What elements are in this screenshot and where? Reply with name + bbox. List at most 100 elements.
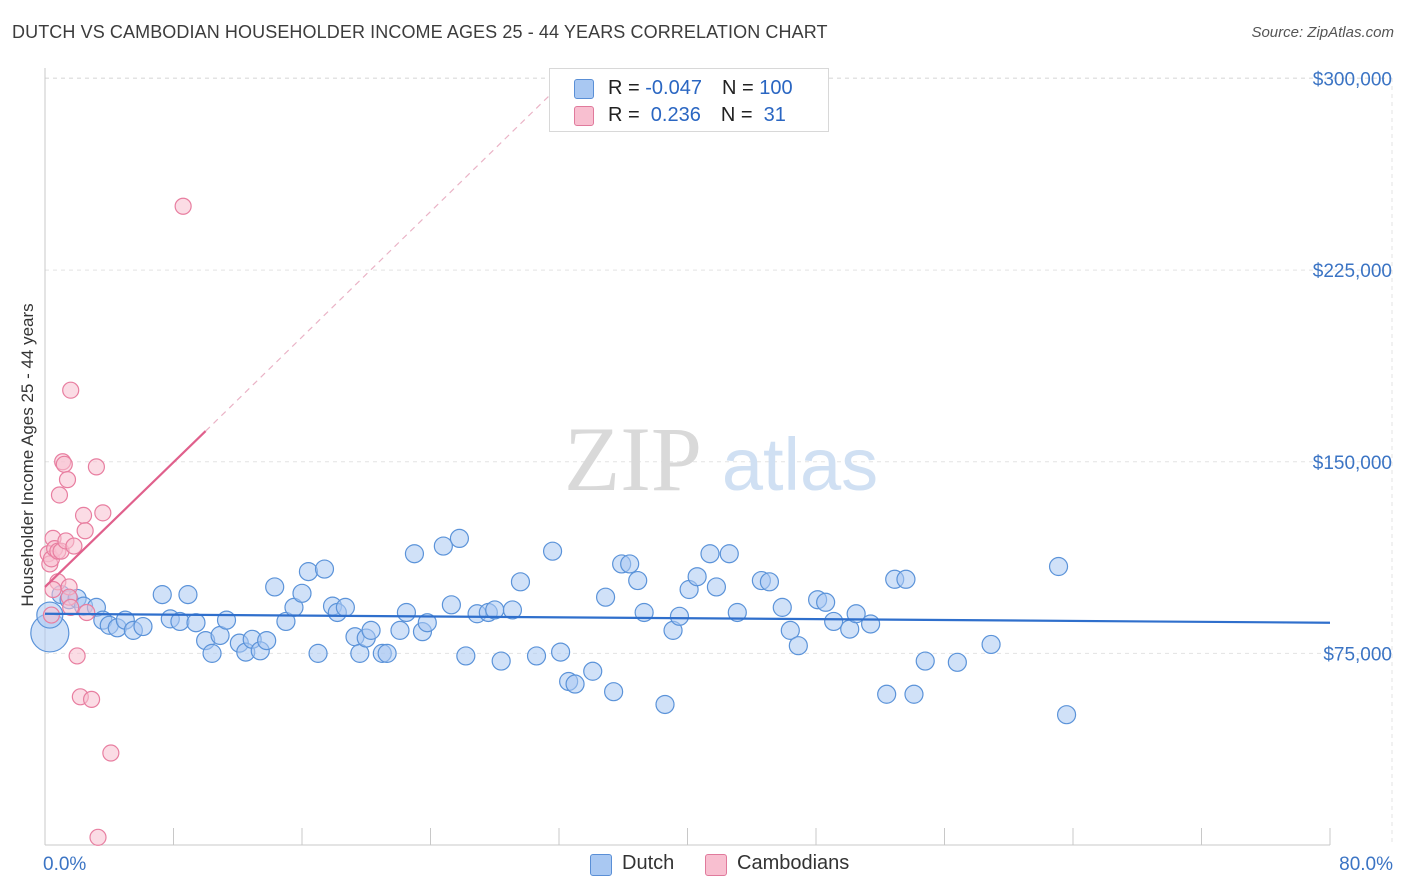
point-cambodian	[82, 690, 101, 708]
legend-swatch-dutch	[590, 854, 612, 876]
point-dutch	[759, 572, 780, 592]
point-dutch	[526, 646, 547, 666]
n-value-cambodians: 31	[758, 104, 786, 126]
point-cambodian	[68, 647, 86, 665]
point-dutch	[780, 620, 800, 640]
r-value-dutch: -0.047	[645, 77, 702, 99]
point-cambodian	[102, 744, 120, 762]
grid	[45, 77, 1393, 845]
point-dutch	[265, 577, 285, 597]
point-dutch	[604, 682, 624, 702]
point-cambodian	[89, 828, 107, 846]
point-dutch	[542, 541, 563, 561]
point-dutch	[257, 630, 277, 651]
trend-lines	[44, 85, 1331, 624]
point-dutch	[896, 569, 916, 589]
point-dutch	[308, 643, 328, 663]
point-dutch	[565, 674, 585, 694]
tick-labels: $75,000 $150,000 $225,000 $300,000 0.0% 80.0%	[43, 70, 1393, 876]
r-label: R =	[608, 104, 646, 126]
legend-row-cambodians: R = 0.236 N = 31	[574, 102, 786, 128]
point-cambodian	[44, 580, 62, 599]
point-dutch	[1056, 705, 1077, 725]
point-dutch	[583, 661, 603, 681]
point-dutch	[947, 652, 967, 672]
point-dutch	[719, 544, 739, 564]
legend-text-dutch: R = -0.047 N = 100	[608, 77, 793, 100]
point-dutch	[433, 536, 453, 556]
axes	[44, 68, 1331, 846]
trend-line-cambodian-extended	[205, 85, 560, 432]
point-cambodian	[78, 603, 96, 622]
point-dutch	[1048, 556, 1069, 577]
point-dutch	[904, 684, 924, 704]
point-dutch	[417, 613, 437, 633]
point-dutch	[298, 562, 319, 582]
trend-line-dutch	[44, 612, 1331, 624]
point-dutch	[390, 620, 410, 640]
points-layer	[30, 197, 1077, 846]
n-label: N =	[720, 104, 759, 126]
point-dutch	[456, 646, 476, 666]
point-dutch	[335, 597, 355, 617]
point-cambodian	[87, 458, 106, 476]
r-label: R =	[608, 77, 646, 99]
watermark-zip: ZIP	[564, 408, 702, 510]
point-dutch	[449, 528, 470, 549]
correlation-legend: R = -0.047 N = 100 R = 0.236 N = 31	[549, 68, 829, 132]
point-cambodian	[55, 455, 73, 473]
point-cambodian	[94, 504, 112, 522]
point-dutch	[186, 613, 206, 633]
point-dutch	[861, 614, 881, 634]
n-label: N =	[721, 77, 760, 99]
point-dutch	[551, 642, 571, 662]
point-dutch	[202, 643, 222, 663]
watermark: ZIP atlas	[564, 408, 878, 510]
point-dutch	[846, 604, 866, 624]
point-cambodian	[50, 486, 69, 504]
y-tick-label: $150,000	[1313, 453, 1392, 474]
point-dutch	[502, 600, 523, 620]
point-dutch	[727, 602, 747, 623]
y-tick-label: $225,000	[1313, 261, 1392, 282]
point-dutch	[824, 611, 844, 632]
legend-row-dutch: R = -0.047 N = 100	[574, 75, 793, 101]
point-dutch	[595, 587, 616, 607]
n-value-dutch: 100	[759, 77, 793, 99]
point-dutch	[377, 643, 397, 663]
point-dutch	[510, 572, 531, 592]
point-dutch	[628, 570, 648, 591]
point-dutch	[655, 694, 675, 715]
legend-swatch-dutch	[574, 79, 594, 99]
point-cambodian	[42, 606, 61, 624]
point-dutch	[981, 634, 1001, 655]
point-dutch	[491, 651, 511, 671]
point-cambodian	[62, 598, 80, 616]
point-cambodian	[58, 471, 77, 489]
legend-swatch-cambodians	[705, 854, 727, 876]
point-dutch	[706, 577, 727, 597]
trend-line-cambodian	[44, 430, 207, 588]
x-tick-label-min: 0.0%	[43, 854, 86, 875]
point-dutch	[877, 684, 897, 704]
point-dutch	[669, 606, 690, 626]
point-cambodian	[62, 381, 80, 399]
point-cambodian	[74, 506, 93, 525]
legend-label-cambodians: Cambodians	[737, 852, 850, 874]
legend-text-cambodians: R = 0.236 N = 31	[608, 104, 786, 127]
chart-title: DUTCH VS CAMBODIAN HOUSEHOLDER INCOME AG…	[12, 22, 828, 42]
point-dutch	[915, 651, 935, 671]
point-cambodian	[174, 197, 192, 215]
point-dutch	[361, 620, 381, 640]
point-cambodian	[65, 537, 83, 555]
point-dutch	[292, 583, 312, 603]
point-dutch	[816, 592, 836, 612]
y-tick-label: $75,000	[1323, 644, 1392, 665]
r-value-cambodians: 0.236	[645, 104, 701, 126]
point-dutch	[314, 559, 335, 579]
point-cambodian	[76, 522, 94, 540]
point-dutch	[772, 597, 792, 617]
series-legend: Dutch Cambodians	[0, 852, 1406, 878]
watermark-atlas: atlas	[722, 423, 878, 506]
